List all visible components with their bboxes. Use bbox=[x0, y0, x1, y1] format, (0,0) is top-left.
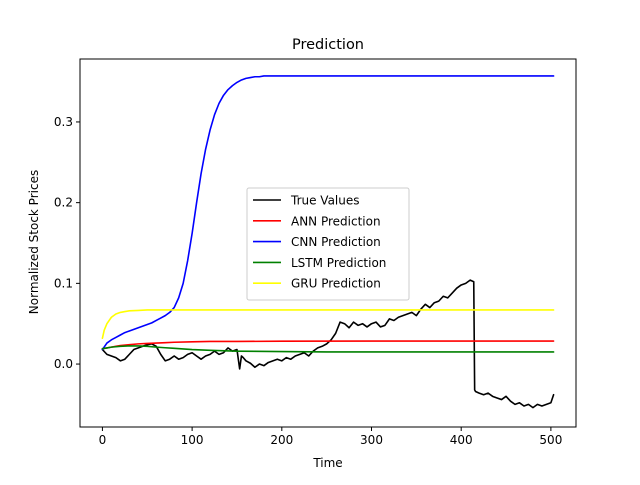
x-tick-label-1: 100 bbox=[181, 433, 204, 447]
series-layer bbox=[101, 75, 555, 409]
x-axis-label: Time bbox=[312, 456, 342, 470]
x-tick-label-4: 400 bbox=[450, 433, 473, 447]
legend-label-1: ANN Prediction bbox=[291, 214, 381, 228]
legend-label-0: True Values bbox=[290, 194, 360, 208]
plot-frame bbox=[79, 58, 577, 428]
y-tick-label-3: 0.3 bbox=[54, 115, 73, 129]
legend-label-2: CNN Prediction bbox=[291, 235, 381, 249]
x-tick-label-2: 200 bbox=[270, 433, 293, 447]
x-tick-label-0: 0 bbox=[99, 433, 107, 447]
y-tick-label-2: 0.2 bbox=[54, 196, 73, 210]
chart-title: Prediction bbox=[292, 37, 364, 53]
ticks-layer: 0 100 200 300 400 500 0.0 0.1 0.2 0.3 bbox=[54, 115, 562, 447]
y-axis-label: Normalized Stock Prices bbox=[27, 170, 41, 314]
x-tick-label-5: 500 bbox=[539, 433, 562, 447]
legend-label-4: GRU Prediction bbox=[291, 277, 381, 291]
y-tick-label-1: 0.1 bbox=[54, 276, 73, 290]
legend-label-3: LSTM Prediction bbox=[291, 256, 386, 270]
y-tick-label-0: 0.0 bbox=[54, 357, 73, 371]
series-line-4 bbox=[101, 309, 555, 340]
legend: True Values ANN Prediction CNN Prediction L… bbox=[246, 187, 410, 301]
legend-box bbox=[246, 187, 410, 301]
series-line-2 bbox=[101, 75, 555, 351]
series-line-3 bbox=[101, 345, 555, 353]
x-tick-label-3: 300 bbox=[360, 433, 383, 447]
